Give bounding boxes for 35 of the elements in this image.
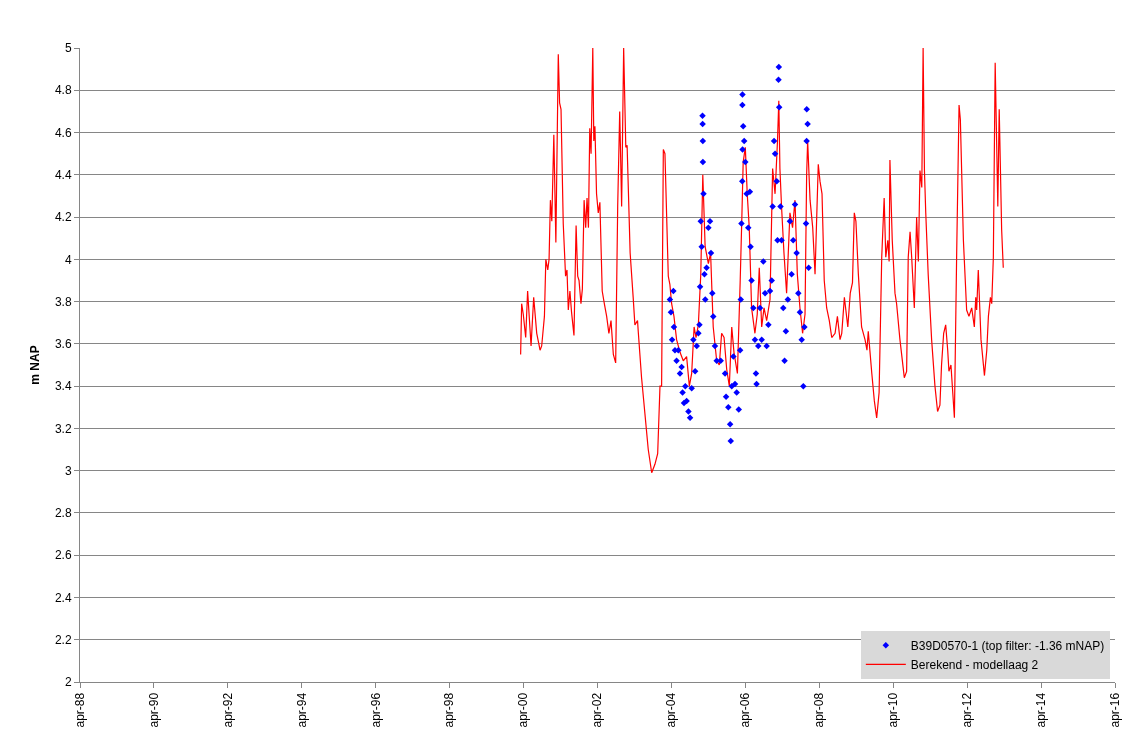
x-tick-label: apr-04	[664, 692, 679, 728]
y-tick-label: 2.4	[54, 590, 72, 605]
x-tick-label: apr-94	[294, 692, 309, 728]
x-tick-label: apr-06	[738, 692, 753, 728]
x-tick-label: apr-00	[516, 692, 531, 728]
x-tick-label: apr-90	[146, 692, 161, 728]
y-tick-label: 3.4	[54, 379, 72, 394]
y-tick-label: 4.6	[54, 125, 72, 140]
line-series	[520, 48, 1004, 474]
y-tick-label: 3	[64, 463, 72, 478]
x-tick-label: apr-96	[368, 692, 383, 728]
x-tick-label: apr-14	[1033, 692, 1048, 728]
y-tick-label: 4.2	[54, 210, 72, 225]
x-tick-label: apr-08	[812, 692, 827, 728]
legend-label: Berekend - modellaag 2	[910, 658, 1039, 673]
x-tick-label: apr-92	[220, 692, 235, 728]
x-tick-label: apr-88	[72, 692, 87, 728]
y-tick-label: 2.6	[54, 548, 72, 563]
y-tick-label: 3.8	[54, 294, 72, 309]
x-tick-label: apr-10	[886, 692, 901, 728]
x-tick-label: apr-12	[960, 692, 975, 728]
y-tick-label: 4.8	[54, 83, 72, 98]
x-tick-label: apr-16	[1107, 692, 1122, 728]
legend-label: B39D0570-1 (top filter: -1.36 mNAP)	[910, 639, 1105, 654]
y-tick-label: 2	[64, 675, 72, 690]
y-tick-label: 2.2	[54, 632, 72, 647]
y-tick-label: 4.4	[54, 168, 72, 182]
y-tick-label: 3.6	[54, 337, 72, 352]
y-tick-label: 4	[64, 252, 72, 267]
y-tick-label: 5	[64, 41, 72, 56]
y-tick-label: 3.2	[54, 421, 72, 436]
y-axis-title: m NAP	[28, 345, 43, 385]
y-tick-label: 2.8	[54, 506, 72, 521]
x-tick-label: apr-02	[590, 692, 605, 728]
x-tick-label: apr-98	[442, 692, 457, 728]
